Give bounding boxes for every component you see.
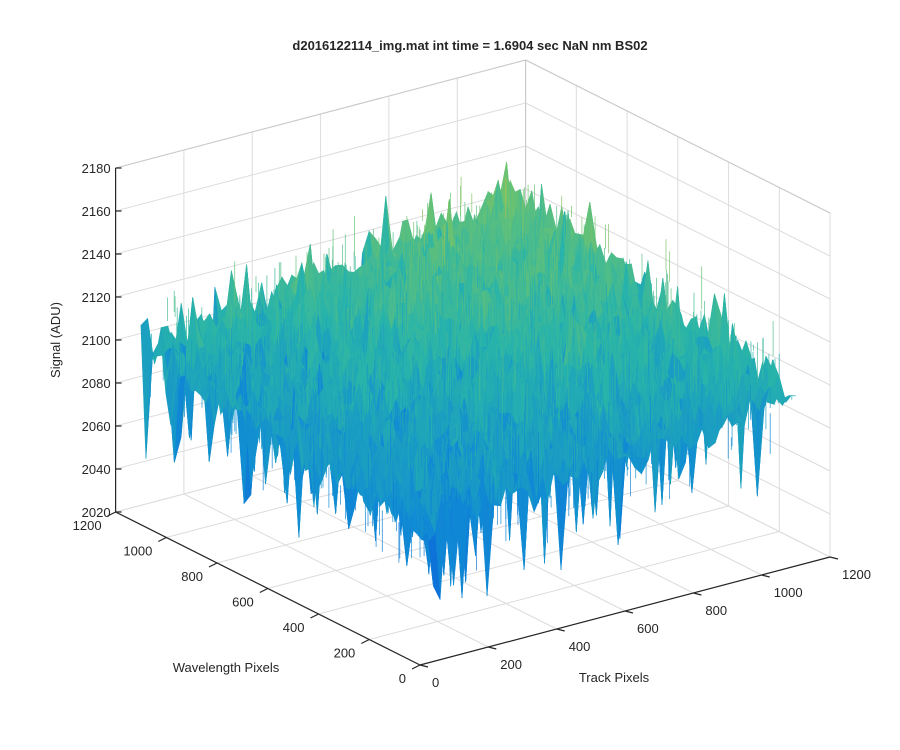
back-wall-gridline-z [115,188,526,298]
signal-surface [140,162,796,600]
back-wall-gridline-z [115,145,526,255]
side-wall-gridline-z [525,102,831,257]
back-wall-gridline-z [115,102,526,212]
side-wall-gridline-z [525,188,831,343]
box-edge [115,59,526,169]
box-edge [525,59,831,214]
side-wall-gridline-z [525,145,831,300]
floor-gridline-y [369,531,780,640]
